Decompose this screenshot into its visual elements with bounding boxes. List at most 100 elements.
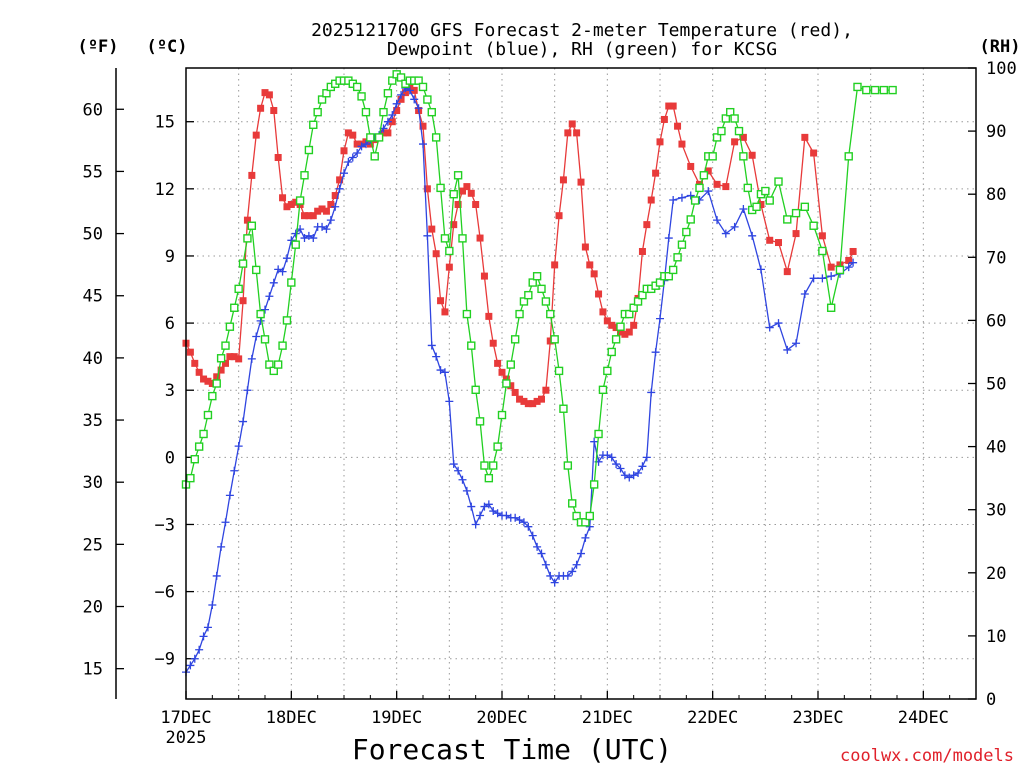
celsius-tick-label: 3 — [165, 381, 175, 401]
dewpoint-marker — [195, 645, 204, 654]
dewpoint-marker — [432, 352, 441, 361]
dewpoint-marker — [230, 466, 239, 475]
temperature-marker — [292, 198, 300, 206]
rh-marker — [603, 366, 612, 376]
rh-marker — [260, 335, 270, 344]
temperature-marker — [423, 185, 431, 193]
temperature-marker — [818, 232, 826, 240]
rh-marker — [853, 82, 862, 92]
rh-line — [185, 73, 893, 523]
temperature-marker — [349, 131, 357, 139]
rh-marker — [313, 107, 322, 117]
dewpoint-marker — [291, 229, 300, 238]
dewpoint-marker — [427, 341, 436, 350]
temperature-marker — [437, 297, 445, 305]
temperature-marker — [331, 192, 339, 200]
dewpoint-marker — [603, 451, 612, 460]
rh-marker — [208, 391, 217, 401]
temperature-marker — [538, 395, 545, 403]
temperature-marker — [845, 256, 853, 264]
dewpoint-marker — [765, 323, 774, 332]
temperature-marker — [792, 230, 800, 238]
temperature-marker — [454, 200, 462, 208]
temperature-marker — [265, 91, 273, 99]
dewpoint-marker — [247, 354, 256, 363]
temperature-marker — [599, 308, 607, 316]
rh-marker — [278, 341, 287, 350]
dewpoint-marker — [590, 437, 599, 446]
rh-marker — [388, 76, 397, 85]
dewpoint-marker — [827, 272, 836, 281]
temperature-marker — [336, 176, 344, 184]
fahrenheit-tick-label: 30 — [83, 473, 103, 493]
rh-marker — [427, 107, 436, 117]
dewpoint-marker — [252, 332, 261, 341]
x-axis-title: Forecast Time (UTC) — [352, 733, 672, 766]
dewpoint-marker — [199, 632, 208, 641]
temperature-marker — [344, 129, 352, 137]
rh-marker — [449, 189, 458, 199]
axes — [115, 67, 976, 700]
dewpoint-marker — [361, 140, 370, 149]
rh-marker — [243, 234, 252, 243]
temperature-marker — [595, 290, 603, 298]
temperature-marker — [542, 386, 550, 394]
dewpoint-marker — [348, 153, 357, 162]
rh-marker — [484, 473, 494, 483]
rh-marker — [190, 455, 199, 464]
rh-marker — [699, 171, 709, 180]
dewpoint-marker — [563, 571, 572, 580]
temperature-marker — [529, 400, 537, 408]
rh-marker — [265, 360, 274, 369]
temperature-marker — [551, 261, 559, 269]
dewpoint-marker — [388, 110, 397, 119]
temperature-marker — [401, 89, 409, 97]
temperature-marker — [270, 107, 278, 115]
dewpoint-marker — [537, 549, 546, 558]
rh-marker — [559, 404, 568, 413]
temperature-marker — [366, 140, 374, 148]
dewpoint-marker — [419, 140, 427, 149]
rh-marker — [563, 461, 573, 470]
temperature-marker — [674, 122, 682, 130]
dewpoint-marker — [208, 601, 217, 610]
rh-marker — [695, 183, 704, 193]
temperature-marker — [577, 178, 585, 186]
dewpoint-marker — [849, 258, 858, 267]
dewpoint-marker — [234, 442, 243, 451]
temperature-marker — [621, 330, 629, 338]
rh-marker — [655, 278, 665, 287]
rh-tick-label: 80 — [986, 185, 1006, 205]
rh-marker — [256, 309, 265, 319]
temperature-marker — [603, 317, 611, 325]
temperature-marker — [274, 154, 282, 162]
dewpoint-marker — [634, 469, 643, 478]
dewpoint-marker — [774, 319, 783, 328]
rh-marker — [462, 309, 472, 319]
temperature-marker — [559, 176, 567, 184]
dewpoint-marker — [449, 460, 458, 469]
dewpoint-marker — [577, 549, 585, 558]
dewpoint-marker — [546, 571, 555, 580]
temperature-marker — [704, 167, 712, 175]
dewpoint-marker — [265, 292, 274, 301]
fahrenheit-tick-label: 35 — [83, 411, 103, 431]
chart-subtitle: Dewpoint (blue), RH (green) for KCSG — [387, 39, 777, 60]
temperature-marker — [463, 183, 471, 191]
rh-marker — [370, 152, 379, 161]
dewpoint-marker — [467, 502, 476, 511]
dewpoint-marker — [282, 254, 291, 263]
rh-tick-label: 60 — [986, 311, 1006, 331]
rh-tick-label: 30 — [986, 501, 1006, 521]
dewpoint-marker — [274, 265, 283, 274]
rh-marker — [616, 322, 625, 331]
dewpoint-marker — [335, 184, 344, 193]
dewpoint-marker — [511, 513, 520, 522]
x-tick-label: 18DEC — [266, 708, 317, 728]
temperature-marker — [678, 140, 686, 148]
temperature-marker — [660, 115, 668, 123]
rh-marker — [629, 303, 638, 312]
rh-marker — [225, 322, 235, 331]
dewpoint-marker — [721, 229, 730, 238]
rh-marker — [870, 85, 880, 95]
